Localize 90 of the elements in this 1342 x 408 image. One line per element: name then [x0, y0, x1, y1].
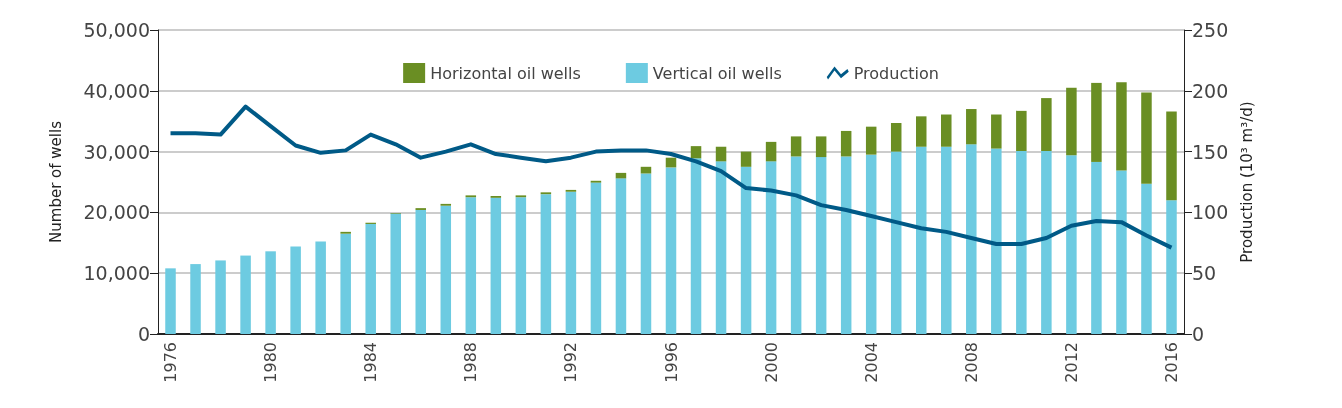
x-tick-label: 1980 — [261, 342, 281, 383]
legend-label: Production — [853, 63, 939, 83]
x-tick-label: 2000 — [761, 342, 781, 383]
bar — [1141, 183, 1152, 334]
bar — [1041, 150, 1052, 334]
y2-tick-label: 200 — [1192, 79, 1229, 102]
y-tick-label: 40,000 — [83, 79, 150, 102]
y-tick-label: 20,000 — [83, 201, 150, 224]
bar — [1091, 82, 1102, 162]
bar — [915, 116, 927, 147]
y2-axis-title: Production (10³ m³/d) — [1237, 101, 1256, 263]
bar — [665, 167, 677, 334]
bar — [815, 136, 827, 158]
x-tick-label: 1976 — [161, 342, 181, 383]
y2-tick-label: 150 — [1192, 140, 1229, 163]
legend-label: Horizontal oil wells — [430, 63, 581, 83]
bar — [290, 246, 301, 334]
bar — [715, 161, 727, 334]
bar — [790, 156, 802, 334]
bar — [1166, 200, 1177, 334]
bar — [165, 268, 176, 334]
bar — [340, 233, 351, 334]
bar — [565, 191, 577, 334]
bar — [465, 197, 477, 334]
bar — [440, 205, 452, 334]
bar — [215, 260, 226, 334]
bar — [815, 157, 827, 334]
bar — [1016, 150, 1027, 334]
bar — [1041, 98, 1052, 151]
bar — [840, 130, 852, 157]
bar — [240, 255, 251, 334]
bar — [1066, 87, 1077, 156]
bar — [941, 114, 952, 147]
bar — [1016, 110, 1027, 151]
y-tick-label: 50,000 — [83, 19, 150, 41]
x-tick-label: 1992 — [561, 342, 581, 383]
y2-tick-label: 100 — [1192, 201, 1229, 224]
bar — [740, 151, 752, 167]
bar — [991, 148, 1002, 334]
x-tick-label: 2016 — [1161, 342, 1181, 383]
y2-tick-label: 250 — [1192, 19, 1229, 41]
bar — [690, 146, 702, 159]
bar — [265, 251, 276, 334]
bar — [515, 197, 527, 334]
bar — [890, 123, 902, 152]
y-tick-label: 30,000 — [83, 140, 150, 163]
bar — [690, 158, 702, 334]
bar — [540, 194, 552, 334]
bar — [390, 213, 401, 334]
bar — [590, 182, 602, 334]
bar — [315, 241, 326, 334]
bar — [1116, 82, 1127, 171]
bar — [941, 146, 952, 334]
bar — [966, 144, 977, 334]
bar — [1166, 111, 1177, 201]
bar — [966, 109, 977, 145]
x-tick-label: 1996 — [661, 342, 681, 383]
x-tick-label: 2008 — [961, 342, 981, 383]
bar — [1066, 155, 1077, 334]
y2-tick-label: 0 — [1192, 323, 1205, 345]
y-tick-label: 0 — [137, 323, 150, 345]
bar — [915, 146, 927, 334]
bar — [1091, 161, 1102, 334]
bar — [715, 146, 727, 162]
y2-tick-label: 50 — [1192, 262, 1217, 285]
legend-label: Vertical oil wells — [652, 63, 782, 83]
bar — [615, 178, 627, 334]
x-tick-label: 2004 — [861, 342, 881, 383]
bar — [890, 151, 902, 334]
bar — [1141, 92, 1152, 184]
bar — [1116, 170, 1127, 334]
y-tick-label: 10,000 — [83, 262, 150, 285]
x-tick-label: 1984 — [361, 342, 381, 383]
bar — [765, 141, 777, 162]
x-tick-label: 2012 — [1061, 342, 1081, 383]
bar — [640, 173, 652, 334]
bar — [740, 166, 752, 334]
bar — [365, 223, 376, 334]
bar — [415, 209, 427, 334]
line-series — [168, 104, 1174, 250]
bar — [865, 126, 877, 155]
bar — [190, 264, 201, 334]
bar — [840, 156, 852, 334]
bar — [765, 161, 777, 334]
x-tick-label: 1988 — [461, 342, 481, 383]
bar — [790, 136, 802, 157]
bar — [490, 197, 502, 334]
bar — [991, 114, 1002, 149]
bar — [865, 154, 877, 334]
y-axis-title: Number of wells — [46, 120, 65, 243]
